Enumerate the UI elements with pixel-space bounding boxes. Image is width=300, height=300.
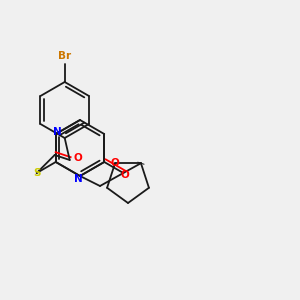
Text: O: O <box>121 170 130 180</box>
Text: O: O <box>73 153 82 163</box>
Text: O: O <box>111 158 119 168</box>
Text: N: N <box>74 174 82 184</box>
Text: Br: Br <box>58 51 71 61</box>
Text: N: N <box>53 127 62 137</box>
Text: S: S <box>33 168 40 178</box>
